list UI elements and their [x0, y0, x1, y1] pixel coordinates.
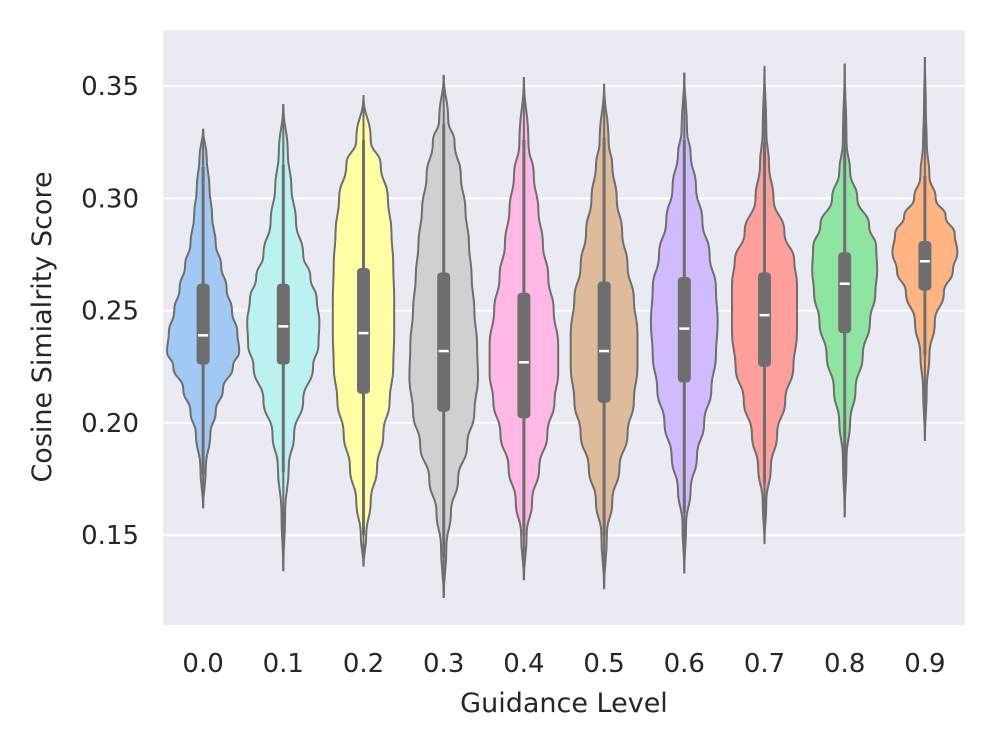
- violin-iqr-box: [838, 252, 852, 334]
- violin-iqr-box: [517, 292, 531, 419]
- y-tick-label: 0.20: [81, 409, 139, 439]
- violin-0.6: [649, 72, 719, 574]
- y-axis-label: Cosine Simialrity Score: [27, 171, 58, 482]
- violin-iqr-box: [758, 272, 771, 367]
- violin-0.4: [488, 77, 560, 581]
- violin-iqr-box: [918, 241, 932, 291]
- x-tick-labels: 0.0 0.1 0.2 0.3 0.4 0.5 0.6 0.7 0.8 0.9: [182, 649, 945, 679]
- y-tick-label: 0.15: [81, 521, 139, 551]
- violin-0.9: [891, 56, 959, 441]
- violin-0.2: [331, 95, 396, 567]
- x-tick-label: 0.1: [263, 649, 304, 679]
- x-tick-label: 0.5: [583, 649, 624, 679]
- violin-0.3: [408, 74, 479, 599]
- violin-iqr-box: [437, 272, 451, 412]
- violin-0.5: [569, 83, 639, 590]
- x-tick-label: 0.6: [664, 649, 705, 679]
- y-tick-label: 0.35: [81, 72, 139, 102]
- x-tick-label: 0.4: [503, 649, 544, 679]
- y-tick-labels: 0.15 0.20 0.25 0.30 0.35: [81, 72, 139, 551]
- x-tick-label: 0.3: [423, 649, 464, 679]
- x-tick-label: 0.7: [744, 649, 785, 679]
- y-tick-label: 0.25: [81, 297, 139, 327]
- violin-iqr-box: [357, 268, 370, 394]
- violin-iqr-box: [196, 283, 210, 365]
- violins: [166, 56, 959, 599]
- x-tick-label: 0.9: [904, 649, 945, 679]
- y-tick-label: 0.30: [81, 184, 139, 214]
- violin-iqr-box: [597, 281, 611, 403]
- x-tick-label: 0.0: [182, 649, 223, 679]
- x-tick-label: 0.8: [824, 649, 865, 679]
- x-axis-label: Guidance Level: [460, 688, 668, 719]
- x-tick-label: 0.2: [343, 649, 384, 679]
- violin-iqr-box: [276, 283, 290, 365]
